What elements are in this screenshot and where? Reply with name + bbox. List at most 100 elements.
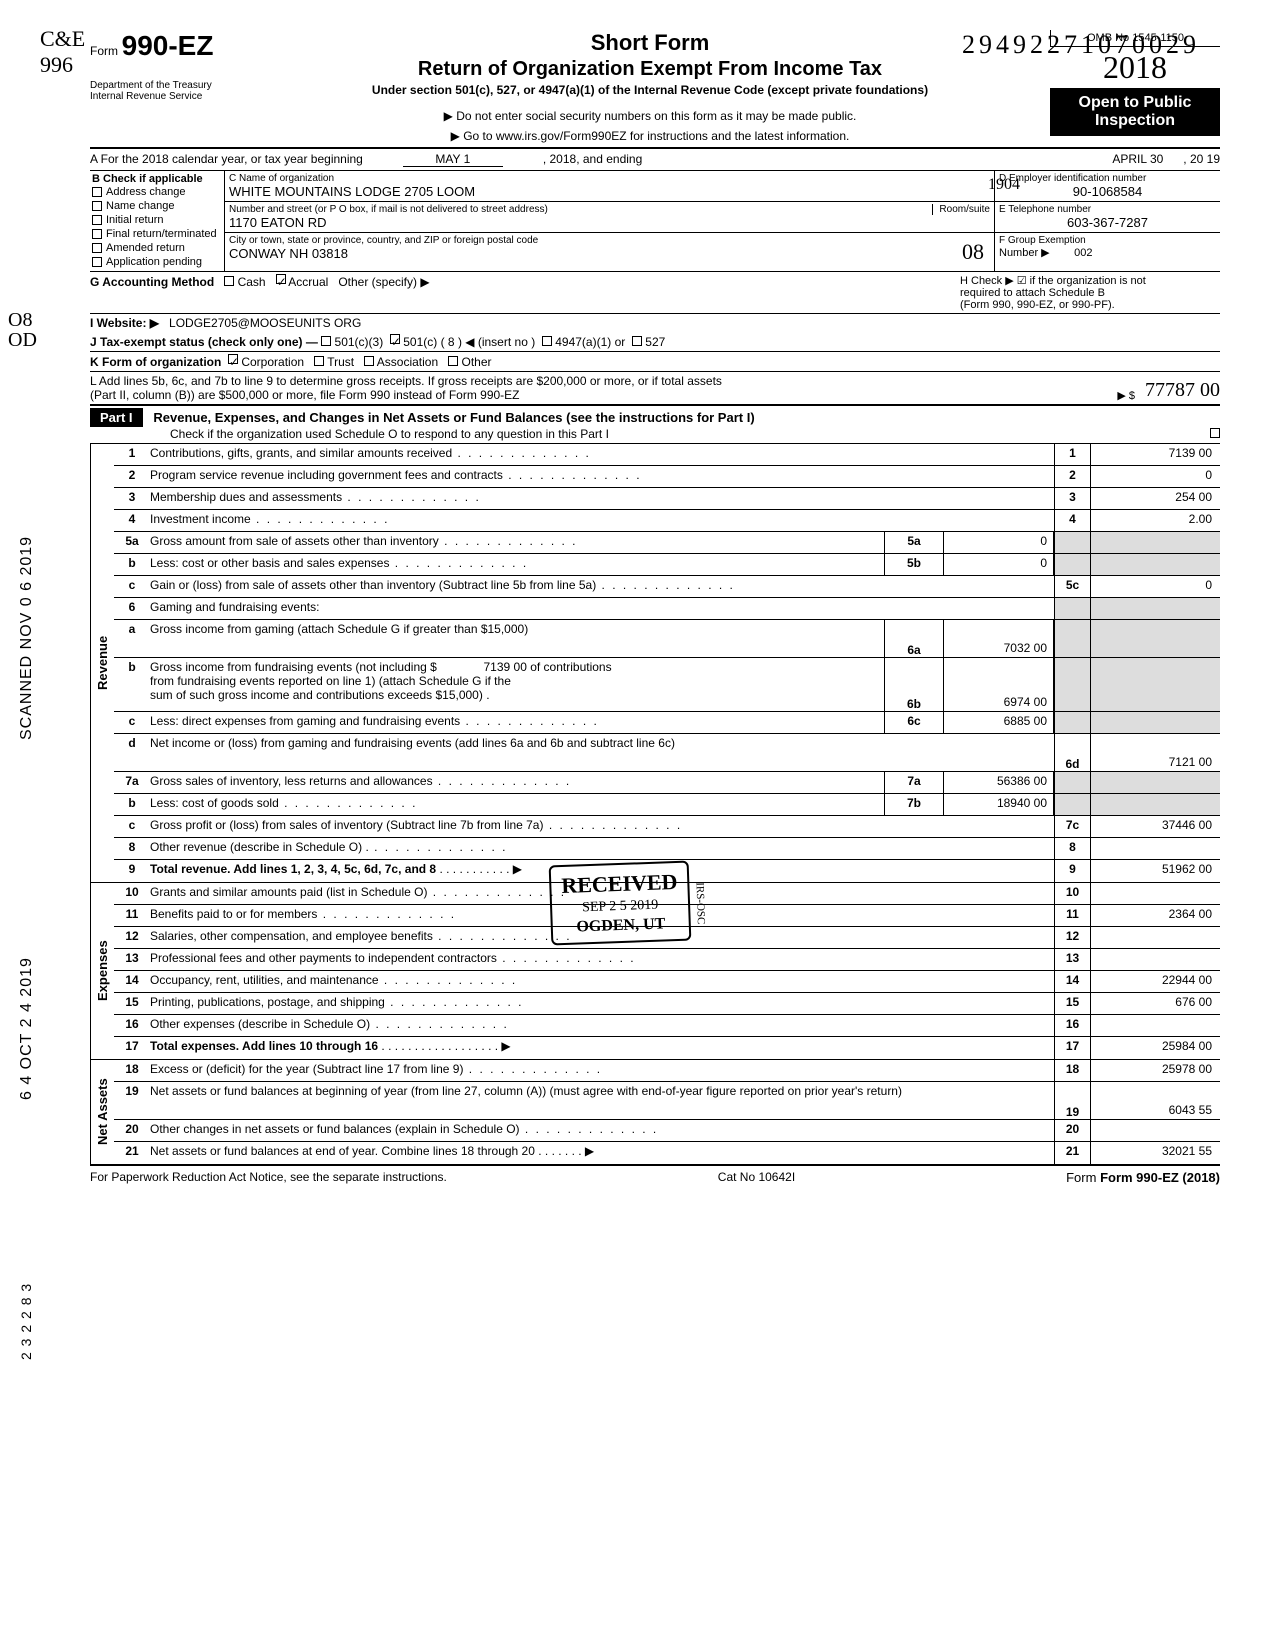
ln19-val: 6043 55 <box>1090 1082 1220 1119</box>
handwritten-08: 08 <box>962 239 984 265</box>
row-a-mid: , 2018, and ending <box>543 152 642 167</box>
ln7c-num: c <box>114 816 150 837</box>
part1-label: Part I <box>90 408 143 427</box>
ln17-box: 17 <box>1054 1037 1090 1059</box>
line-13: 13Professional fees and other payments t… <box>114 949 1220 971</box>
e-tel-row: E Telephone number 603-367-7287 <box>995 202 1220 233</box>
ln5c-num: c <box>114 576 150 597</box>
h-line1: H Check ▶ ☑ if the organization is not <box>960 274 1220 287</box>
chk-name-change[interactable]: Name change <box>92 199 222 213</box>
j-num: 8 <box>448 335 455 349</box>
ln6d-num: d <box>114 734 150 771</box>
col-b-header: B Check if applicable <box>92 173 222 185</box>
part1-checkbox[interactable] <box>1210 428 1220 438</box>
ln5a-mv: 0 <box>944 532 1054 553</box>
line-7b: bLess: cost of goods sold7b18940 00 <box>114 794 1220 816</box>
line-21: 21Net assets or fund balances at end of … <box>114 1142 1220 1164</box>
h-line2: required to attach Schedule B <box>960 287 1220 299</box>
main-title: Return of Organization Exempt From Incom… <box>250 58 1050 81</box>
ln6a-mid: 6a <box>884 620 944 657</box>
ln14-val: 22944 00 <box>1090 971 1220 992</box>
chk-label-3: Final return/terminated <box>106 228 217 240</box>
row-j: J Tax-exempt status (check only one) — 5… <box>90 332 1220 352</box>
street-label: Number and street (or P O box, if mail i… <box>229 204 548 215</box>
chk-application-pending[interactable]: Application pending <box>92 255 222 269</box>
ln6b-mv: 6974 00 <box>944 658 1054 711</box>
ln7c-val: 37446 00 <box>1090 816 1220 837</box>
ln4-val: 2.00 <box>1090 510 1220 531</box>
open-public-1: Open to Public <box>1054 94 1216 112</box>
line-6b: bGross income from fundraising events (n… <box>114 658 1220 712</box>
k-other: Other <box>462 355 492 369</box>
line-3: 3Membership dues and assessments3254 00 <box>114 488 1220 510</box>
ln21-box: 21 <box>1054 1142 1090 1164</box>
ln5c-val: 0 <box>1090 576 1220 597</box>
ln16-num: 16 <box>114 1015 150 1036</box>
ln18-box: 18 <box>1054 1060 1090 1081</box>
c-city-row: City or town, state or province, country… <box>225 233 994 263</box>
j-527: 527 <box>645 335 665 349</box>
ln8-box: 8 <box>1054 838 1090 859</box>
tel-label: E Telephone number <box>999 204 1216 215</box>
ln20-num: 20 <box>114 1120 150 1141</box>
ln17-desc: Total expenses. Add lines 10 through 16 … <box>150 1037 1054 1059</box>
ln1-box: 1 <box>1054 444 1090 465</box>
city-state-zip: CONWAY NH 03818 <box>229 246 990 261</box>
ln5c-desc: Gain or (loss) from sale of assets other… <box>150 576 1054 597</box>
chk-address-change[interactable]: Address change <box>92 185 222 199</box>
line-6c: cLess: direct expenses from gaming and f… <box>114 712 1220 734</box>
line-19: 19Net assets or fund balances at beginni… <box>114 1082 1220 1120</box>
ln9-val: 51962 00 <box>1090 860 1220 882</box>
form-number: 990-EZ <box>122 30 214 61</box>
handwritten-os-od: O8 OD <box>8 310 37 350</box>
ln5a-num: 5a <box>114 532 150 553</box>
ln6b-d3: sum of such gross income and contributio… <box>150 688 490 702</box>
ln5c-box: 5c <box>1054 576 1090 597</box>
ln13-num: 13 <box>114 949 150 970</box>
row-k: K Form of organization ✓ Corporation Tru… <box>90 352 1220 372</box>
ln20-desc: Other changes in net assets or fund bala… <box>150 1120 1054 1141</box>
ln3-box: 3 <box>1054 488 1090 509</box>
ln4-desc: Investment income <box>150 510 1054 531</box>
row-l: L Add lines 5b, 6c, and 7b to line 9 to … <box>90 372 1220 405</box>
side-stamp-scanned: SCANNED NOV 0 6 2019 <box>18 536 36 740</box>
l-arrow: ▶ $ <box>1117 389 1135 402</box>
netassets-side-label: Net Assets <box>90 1060 114 1164</box>
chk-label-4: Amended return <box>106 242 185 254</box>
ln6c-mid: 6c <box>884 712 944 733</box>
chk-amended-return[interactable]: Amended return <box>92 241 222 255</box>
ln5b-num: b <box>114 554 150 575</box>
section-bcd: B Check if applicable Address change Nam… <box>90 171 1220 272</box>
ln19-num: 19 <box>114 1082 150 1119</box>
city-label: City or town, state or province, country… <box>229 235 990 246</box>
ln21-num: 21 <box>114 1142 150 1164</box>
ln6b-d2: from fundraising events reported on line… <box>150 674 511 688</box>
do-not-enter-line: ▶ Do not enter social security numbers o… <box>250 109 1050 123</box>
ln5a-box <box>1054 532 1090 553</box>
ln7b-desc: Less: cost of goods sold <box>150 794 884 815</box>
chk-initial-return[interactable]: Initial return <box>92 213 222 227</box>
ln6-num: 6 <box>114 598 150 619</box>
ln16-box: 16 <box>1054 1015 1090 1036</box>
ln7b-mid: 7b <box>884 794 944 815</box>
ln5a-val <box>1090 532 1220 553</box>
chk-final-return[interactable]: Final return/terminated <box>92 227 222 241</box>
ln14-num: 14 <box>114 971 150 992</box>
received-stamp: RECEIVED SEP 2 5 2019 OGDEN, UT IRS-OSC <box>549 861 692 946</box>
c-street-row: Number and street (or P O box, if mail i… <box>225 202 994 233</box>
i-website: LODGE2705@MOOSEUNITS ORG <box>169 316 361 330</box>
part1-checkline-row: Check if the organization used Schedule … <box>90 427 1220 441</box>
ein-label: D Employer identification number <box>999 173 1216 184</box>
ln7a-mid: 7a <box>884 772 944 793</box>
ln6c-val <box>1090 712 1220 733</box>
f-label: F Group Exemption <box>999 235 1216 246</box>
ln6a-val <box>1090 620 1220 657</box>
ln6a-num: a <box>114 620 150 657</box>
ln9-desc-text: Total revenue. Add lines 1, 2, 3, 4, 5c,… <box>150 862 436 876</box>
g-accrual: Accrual <box>288 275 328 289</box>
ln21-val: 32021 55 <box>1090 1142 1220 1164</box>
line-6: 6Gaming and fundraising events: <box>114 598 1220 620</box>
ln11-val: 2364 00 <box>1090 905 1220 926</box>
ln6c-box <box>1054 712 1090 733</box>
footer-right: Form Form 990-EZ (2018) <box>1066 1170 1220 1185</box>
